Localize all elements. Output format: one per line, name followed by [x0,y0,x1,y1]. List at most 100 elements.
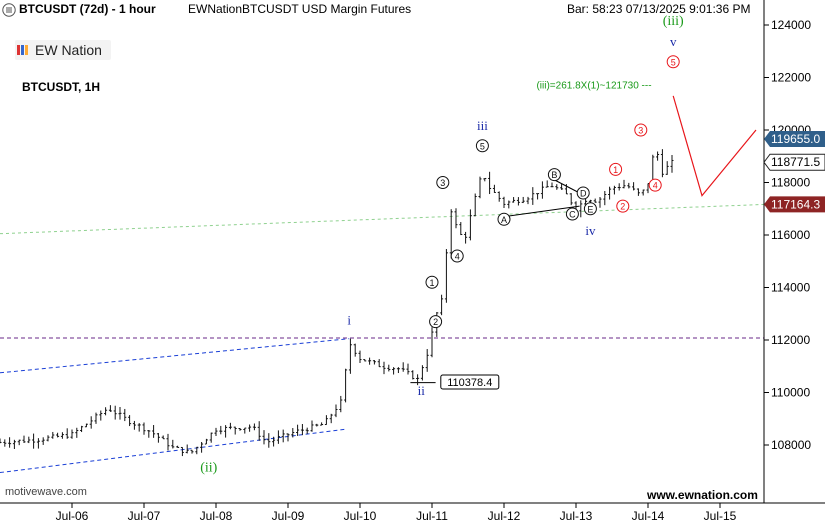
ohlc-bar [560,183,564,190]
ohlc-bar [531,187,535,205]
y-tick-label: 108000 [771,438,811,452]
ohlc-bar [353,343,357,357]
y-tick-label: 114000 [771,281,810,295]
ohlc-bar [315,423,319,427]
ohlc-bar [56,432,60,438]
label-circle [475,139,489,153]
ohlc-bar [430,327,434,358]
wave-number: 4 [455,252,460,262]
ohlc-bar [670,155,674,173]
ohlc-bar [17,439,21,446]
label-circle [429,315,443,329]
wave-degree-label: iii [477,118,488,133]
ohlc-bar [555,184,559,190]
ohlc-bar [372,360,376,365]
ohlc-bar [137,423,141,432]
y-tick-label: 110000 [771,386,810,400]
ohlc-bar [473,193,477,217]
ohlc-bar [310,420,314,432]
ohlc-bar [22,435,26,443]
ohlc-bar [603,190,607,206]
ohlc-bar [526,196,530,205]
ohlc-bar [516,197,520,206]
ohlc-bar [267,433,271,448]
ohlc-bar [185,444,189,454]
ohlc-bar [478,176,482,199]
wave-number: 2 [433,317,438,327]
label-circle [666,55,680,69]
ohlc-bar [540,181,544,199]
hamburger-icon[interactable] [2,3,16,17]
ohlc-bar [636,188,640,196]
ohlc-bar [65,428,69,439]
ohlc-bar [12,439,16,449]
x-tick-label: Jul-10 [344,509,377,523]
ew-nation-logo: EW Nation [15,40,111,60]
ohlc-bar [51,431,55,439]
wave-number: 3 [638,126,643,136]
ohlc-bar [641,189,645,196]
wave-degree-label: iv [585,223,596,238]
wave-degree-label: ii [418,383,426,398]
ohlc-bar [387,364,391,372]
ohlc-bar [272,436,276,447]
ohlc-bar [70,429,74,439]
wave-number: C [569,210,576,220]
ohlc-bar [521,196,525,204]
ohlc-bar [382,361,386,375]
ohlc-bar [228,422,232,430]
ohlc-bar [320,422,324,426]
ohlc-bar [60,432,64,439]
ohlc-bar [464,231,468,244]
ohlc-bar [507,200,511,209]
label-circle [616,199,630,213]
ohlc-bar [281,429,285,443]
ohlc-bar [598,196,602,208]
price-tag-shape [763,153,825,171]
label-circle [648,178,662,192]
ohlc-bar [622,179,626,189]
wave-number: 5 [480,141,485,151]
wave-circle-label: 4 [450,249,464,263]
y-tick-label: 122000 [771,71,811,85]
x-tick-label: Jul-08 [200,509,233,523]
price-tag-shape [764,131,825,148]
ohlc-bar [492,184,496,193]
ohlc-bar [108,405,112,412]
label-circle [497,212,511,226]
price-tag: 117164.3 [764,196,825,213]
ohlc-bar [190,449,194,454]
ohlc-bar [180,446,184,457]
x-tick-label: Jul-07 [128,509,161,523]
wave-labels: (iii)v53421iii53124ABCDEiviii(ii)110378.… [200,14,684,475]
ohlc-bar [171,439,175,449]
ohlc-bar [348,338,352,374]
ohlc-bar [483,177,487,182]
ohlc-bar [334,404,338,418]
ohlc-bar [296,424,300,436]
ohlc-bar [665,161,669,175]
ohlc-bar [291,428,295,438]
ohlc-bar [166,433,170,451]
ohlc-bar [545,180,549,188]
y-tick-label: 124000 [771,18,811,32]
wave-circle-label: 4 [648,178,662,192]
ohlc-bar [204,438,208,445]
ohlc-bar [243,427,247,434]
ohlc-bar [444,249,448,303]
label-circle [576,186,590,200]
logo-text: EW Nation [35,42,102,58]
low-price-label: 110378.4 [440,374,500,390]
wave-number: D [580,189,587,199]
wave-circle-label: D [576,186,590,200]
ohlc-bar [113,405,117,420]
wave-circle-label: 1 [425,275,439,289]
ohlc-bar [512,197,516,203]
ohlc-bar [46,435,50,442]
wave-circle-label: 5 [666,55,680,69]
ohlc-bar [238,428,242,431]
ohlc-bar [233,426,237,435]
wave-degree-label: i [347,312,351,327]
ohlc-bar [99,410,103,421]
